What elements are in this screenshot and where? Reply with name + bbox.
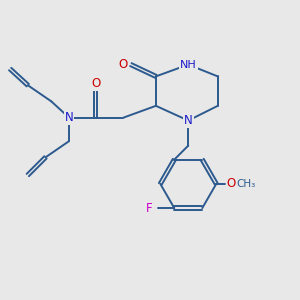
Text: O: O <box>119 58 128 71</box>
Text: F: F <box>146 202 152 214</box>
Text: N: N <box>65 111 74 124</box>
Text: O: O <box>226 177 236 190</box>
Text: NH: NH <box>180 60 197 70</box>
Text: CH₃: CH₃ <box>236 179 256 189</box>
Text: O: O <box>91 76 100 90</box>
Text: N: N <box>184 114 193 127</box>
